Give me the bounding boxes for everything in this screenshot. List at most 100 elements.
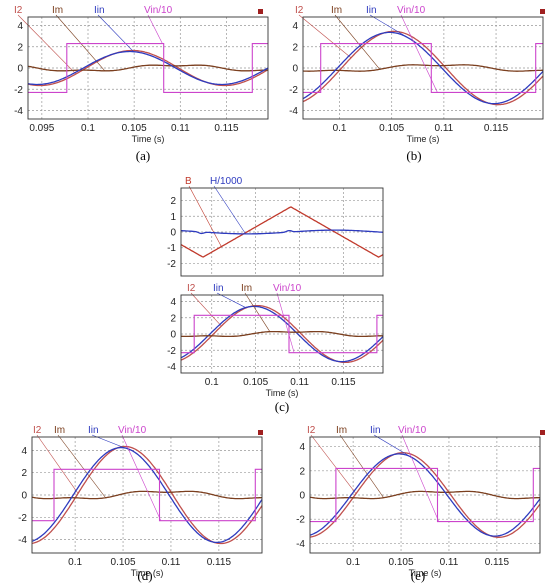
legend-pointer [36,434,79,494]
legend-label: Iin [366,5,377,16]
x-tick-label: 0.1 [205,377,219,388]
x-tick-label: 0.115 [331,377,356,388]
y-tick-label: -2 [14,85,23,96]
chart-e: I2 Im Iin Vin/10 -4 -2 0 2 4 0.1 0.105 0.11 0.115 Tim… [296,425,545,583]
series-line-vin [303,43,543,93]
legend-label: Vin/10 [144,5,173,16]
y-tick-label: 2 [292,42,298,53]
legend-pointer [339,434,384,498]
legend-label: Im [331,5,342,16]
x-tick-label: 0.11 [171,123,190,134]
x-axis-label: Time (s) [409,568,442,578]
x-tick-label: 0.115 [484,123,509,134]
y-tick-label: 4 [299,442,305,453]
y-tick-label: -4 [14,106,23,117]
y-tick-label: 2 [170,313,176,324]
series-line-i2 [31,445,263,545]
y-tick-label: 4 [170,297,176,308]
series-line-iin [309,453,541,537]
y-tick-label: -2 [296,515,305,526]
series-line-vin [32,468,262,522]
legend-pointer [298,14,352,59]
legend-pointer [373,434,412,458]
x-tick-label: 0.095 [29,123,54,134]
legend-label: Im [336,425,347,436]
series-line-h [181,229,384,235]
subfigure-caption: (d) [137,568,152,583]
legend-label: Vin/10 [397,5,426,16]
legend-label: Im [241,283,252,294]
series-line-iin [31,446,263,544]
legend-pointer [97,14,134,52]
y-tick-label: -4 [18,535,27,546]
y-tick-label: -2 [167,259,176,270]
series-line-im [27,64,268,72]
y-tick-label: 2 [17,42,23,53]
plot-frame [180,294,384,374]
legend-pointer [188,185,222,247]
window-marker-icon [258,430,263,435]
y-tick-label: 0 [17,64,23,75]
legend-pointer [55,14,106,72]
legend-label: Im [54,425,65,436]
series-line-im [309,490,540,500]
chart-b: I2 Im Iin Vin/10 -4 -2 0 2 4 0.1 0.105 0.11 0.115 Tim… [289,5,545,163]
y-tick-label: -2 [289,85,298,96]
series-line-vin [310,467,540,523]
x-tick-label: 0.105 [243,377,268,388]
y-tick-label: -2 [167,346,176,357]
legend-label: Vin/10 [118,425,147,436]
series-line-b [180,206,384,258]
window-marker-icon [540,9,545,14]
subfigure-caption: (a) [136,148,150,163]
series-line-iin [27,50,269,86]
y-tick-label: -4 [289,106,298,117]
y-tick-label: 0 [170,330,176,341]
y-tick-label: 2 [21,468,27,479]
x-axis-label: Time (s) [131,568,164,578]
series-line-vin [28,43,268,93]
chart-c2: I2 Iin Im Vin/10 -4 -2 0 2 4 0.1 0.105 0.11 0.115 Tim… [167,283,384,414]
y-tick-label: 2 [299,466,305,477]
x-tick-label: 0.105 [111,557,136,568]
legend-label: Iin [370,425,381,436]
y-tick-label: 1 [170,212,176,223]
x-tick-label: 0.1 [333,123,347,134]
x-tick-label: 0.115 [207,557,232,568]
x-tick-label: 0.115 [214,123,239,134]
legend-label: Vin/10 [398,425,427,436]
legend-pointer [310,434,357,494]
legend-label: I2 [14,5,23,16]
legend-pointer [57,434,106,498]
legend-label: Iin [213,283,224,294]
x-axis-label: Time (s) [266,388,299,398]
chart-c1: B H/1000 -2 -1 0 1 2 [167,176,384,277]
y-tick-label: 4 [21,446,27,457]
y-tick-label: 4 [17,21,23,32]
legend-label: I2 [307,425,316,436]
x-tick-label: 0.105 [122,123,147,134]
y-tick-label: 2 [170,196,176,207]
legend-pointer [190,292,222,327]
y-tick-label: -4 [167,362,176,373]
series-line-iin [302,31,544,105]
legend-pointer [213,185,246,235]
legend-pointer [244,292,271,332]
series-line-i2 [309,452,541,538]
series-line-i2 [27,49,269,87]
legend-pointer [121,434,162,521]
x-tick-label: 0.11 [162,557,181,568]
legend-pointer [400,14,438,93]
chart-d: I2 Im Iin Vin/10 -4 -2 0 2 4 0.1 0.105 0.11 0.115 Tim… [18,425,263,583]
subfigure-caption: (c) [275,399,289,414]
legend-label: I2 [187,283,196,294]
y-tick-label: 0 [299,491,305,502]
legend-label: I2 [295,5,304,16]
legend-pointer [91,434,134,452]
window-marker-icon [258,9,263,14]
plot-frame [180,187,384,277]
legend-label: Iin [88,425,99,436]
y-tick-label: -1 [167,243,176,254]
series-line-i2 [302,30,544,106]
